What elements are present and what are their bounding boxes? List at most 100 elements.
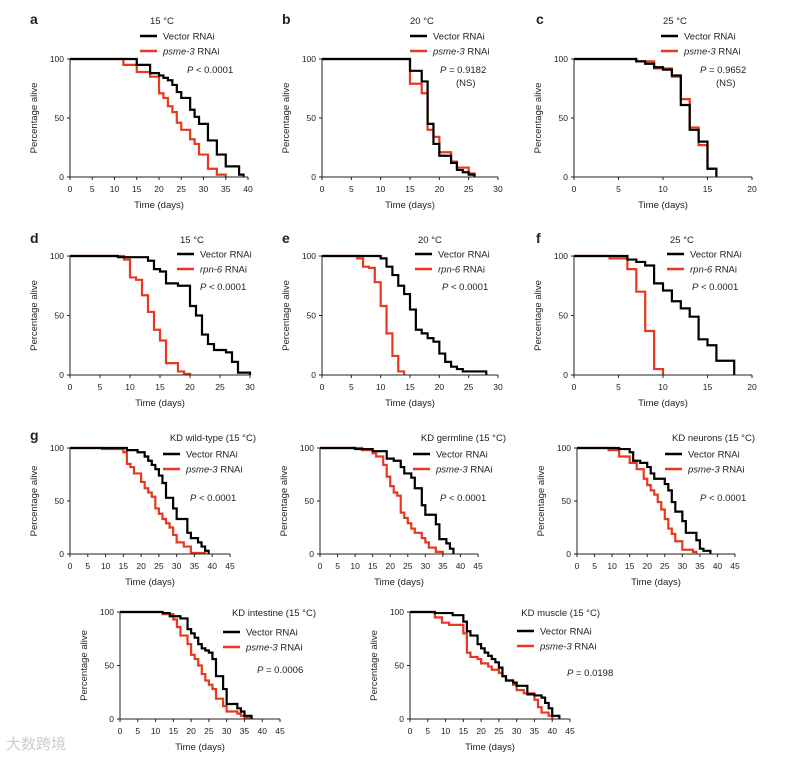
x-tick-label: 0 bbox=[68, 184, 73, 194]
legend-label-treatment: rpn-6 RNAi bbox=[200, 265, 247, 276]
y-axis-label: Percentage alive bbox=[29, 83, 40, 154]
x-tick-label: 0 bbox=[118, 726, 123, 736]
p-symbol: P bbox=[440, 65, 447, 76]
legend-label-treatment: psme-3 RNAi bbox=[245, 643, 303, 654]
p-value: P < 0.0001 bbox=[692, 282, 738, 293]
y-tick-label: 0 bbox=[109, 714, 114, 724]
x-tick-label: 10 bbox=[376, 184, 386, 194]
legend-suffix: RNAi bbox=[195, 47, 220, 58]
chart-title: 25 °C bbox=[663, 16, 687, 27]
panel-letter: f bbox=[536, 230, 541, 246]
x-tick-label: 40 bbox=[456, 561, 466, 571]
x-tick-label: 20 bbox=[136, 561, 146, 571]
x-tick-label: 20 bbox=[476, 726, 486, 736]
panel-letter: b bbox=[282, 11, 291, 27]
panel-chart-7: 0 50 100 0 5 10 15 20 25 30 35 40 45 Time (days) Perce… bbox=[279, 433, 506, 588]
treatment-survival-line bbox=[70, 446, 207, 555]
x-tick-label: 5 bbox=[616, 184, 621, 194]
chart-title: 15 °C bbox=[150, 16, 174, 27]
panel-letter: g bbox=[30, 427, 39, 443]
x-tick-label: 0 bbox=[318, 561, 323, 571]
y-axis-label: Percentage alive bbox=[533, 280, 544, 351]
x-tick-label: 45 bbox=[275, 726, 285, 736]
panel-letter: c bbox=[536, 11, 544, 27]
chart-title: 15 °C bbox=[180, 235, 204, 246]
x-tick-label: 25 bbox=[494, 726, 504, 736]
treatment-survival-line bbox=[70, 254, 192, 375]
y-tick-label: 50 bbox=[559, 311, 569, 321]
legend-suffix: RNAi bbox=[468, 465, 493, 476]
watermark: 大数跨境 bbox=[6, 735, 67, 753]
p-value-note: (NS) bbox=[716, 78, 736, 89]
x-axis-label: Time (days) bbox=[638, 200, 688, 211]
x-tick-label: 40 bbox=[547, 726, 557, 736]
y-tick-label: 100 bbox=[50, 54, 64, 64]
x-tick-label: 15 bbox=[405, 382, 415, 392]
x-tick-label: 20 bbox=[186, 726, 196, 736]
y-tick-label: 100 bbox=[100, 607, 114, 617]
x-tick-label: 15 bbox=[119, 561, 129, 571]
x-tick-label: 10 bbox=[658, 184, 668, 194]
y-tick-label: 100 bbox=[302, 54, 316, 64]
y-axis-label: Percentage alive bbox=[79, 630, 90, 701]
x-tick-label: 0 bbox=[572, 184, 577, 194]
legend-label-vector: Vector RNAi bbox=[186, 450, 238, 461]
y-axis-label: Percentage alive bbox=[369, 630, 380, 701]
legend-suffix: RNAi bbox=[460, 265, 485, 276]
y-tick-label: 0 bbox=[59, 172, 64, 182]
chart-title: KD muscle (15 °C) bbox=[521, 608, 600, 619]
y-axis-label: Percentage alive bbox=[533, 83, 544, 154]
gene-name: psme-3 bbox=[432, 47, 465, 58]
x-tick-label: 30 bbox=[493, 184, 503, 194]
x-axis-label: Time (days) bbox=[175, 742, 225, 753]
x-tick-label: 15 bbox=[625, 561, 635, 571]
panel-e: 0 50 100 0 5 10 15 20 25 30 Time (days) Percentage … bbox=[281, 230, 503, 409]
vector-survival-line bbox=[70, 446, 210, 554]
x-tick-label: 10 bbox=[376, 382, 386, 392]
treatment-survival-line bbox=[322, 57, 476, 177]
x-axis-label: Time (days) bbox=[385, 398, 435, 409]
x-tick-label: 5 bbox=[90, 184, 95, 194]
y-axis-label: Percentage alive bbox=[536, 466, 547, 537]
y-tick-label: 100 bbox=[390, 607, 404, 617]
p-symbol: P bbox=[257, 665, 264, 676]
y-tick-label: 50 bbox=[55, 311, 65, 321]
x-tick-label: 15 bbox=[132, 184, 142, 194]
x-tick-label: 30 bbox=[172, 561, 182, 571]
gene-name: psme-3 bbox=[683, 47, 716, 58]
y-axis-label: Percentage alive bbox=[29, 466, 40, 537]
legend-suffix: RNAi bbox=[572, 642, 597, 653]
x-tick-label: 5 bbox=[335, 561, 340, 571]
treatment-survival-line bbox=[120, 610, 253, 720]
x-tick-label: 5 bbox=[425, 726, 430, 736]
x-tick-label: 10 bbox=[125, 382, 135, 392]
vector-survival-line bbox=[574, 57, 718, 177]
x-tick-label: 10 bbox=[350, 561, 360, 571]
x-tick-label: 40 bbox=[713, 561, 723, 571]
panel-letter: a bbox=[30, 11, 38, 27]
p-value: P < 0.0001 bbox=[187, 65, 233, 76]
x-tick-label: 20 bbox=[185, 382, 195, 392]
p-value-number: < 0.0001 bbox=[698, 282, 738, 293]
gene-name: psme-3 bbox=[435, 465, 468, 476]
x-tick-label: 40 bbox=[257, 726, 267, 736]
legend-suffix: RNAi bbox=[278, 643, 303, 654]
panel-a: 0 50 100 0 5 10 15 20 25 30 35 40 Time (days) Percent… bbox=[29, 11, 253, 211]
p-value-number: < 0.0001 bbox=[193, 65, 233, 76]
legend-label-vector: Vector RNAi bbox=[433, 32, 485, 43]
x-tick-label: 0 bbox=[320, 184, 325, 194]
gene-name: psme-3 bbox=[539, 642, 572, 653]
panel-d: 0 50 100 0 5 10 15 20 25 30 Time (days) Percentage … bbox=[29, 230, 255, 409]
x-tick-label: 25 bbox=[177, 184, 187, 194]
p-symbol: P bbox=[200, 282, 207, 293]
x-tick-label: 15 bbox=[459, 726, 469, 736]
p-value: P < 0.0001 bbox=[200, 282, 246, 293]
p-value-number: = 0.9182 bbox=[446, 65, 486, 76]
treatment-survival-line bbox=[574, 254, 665, 375]
panel-f: 0 50 100 0 5 10 15 20 Time (days) Percentage aliv… bbox=[533, 230, 757, 409]
treatment-survival-line bbox=[322, 254, 406, 375]
legend-label-treatment: psme-3 RNAi bbox=[432, 47, 490, 58]
legend-label-treatment: psme-3 RNAi bbox=[539, 642, 597, 653]
y-tick-label: 0 bbox=[59, 370, 64, 380]
x-tick-label: 15 bbox=[703, 382, 713, 392]
